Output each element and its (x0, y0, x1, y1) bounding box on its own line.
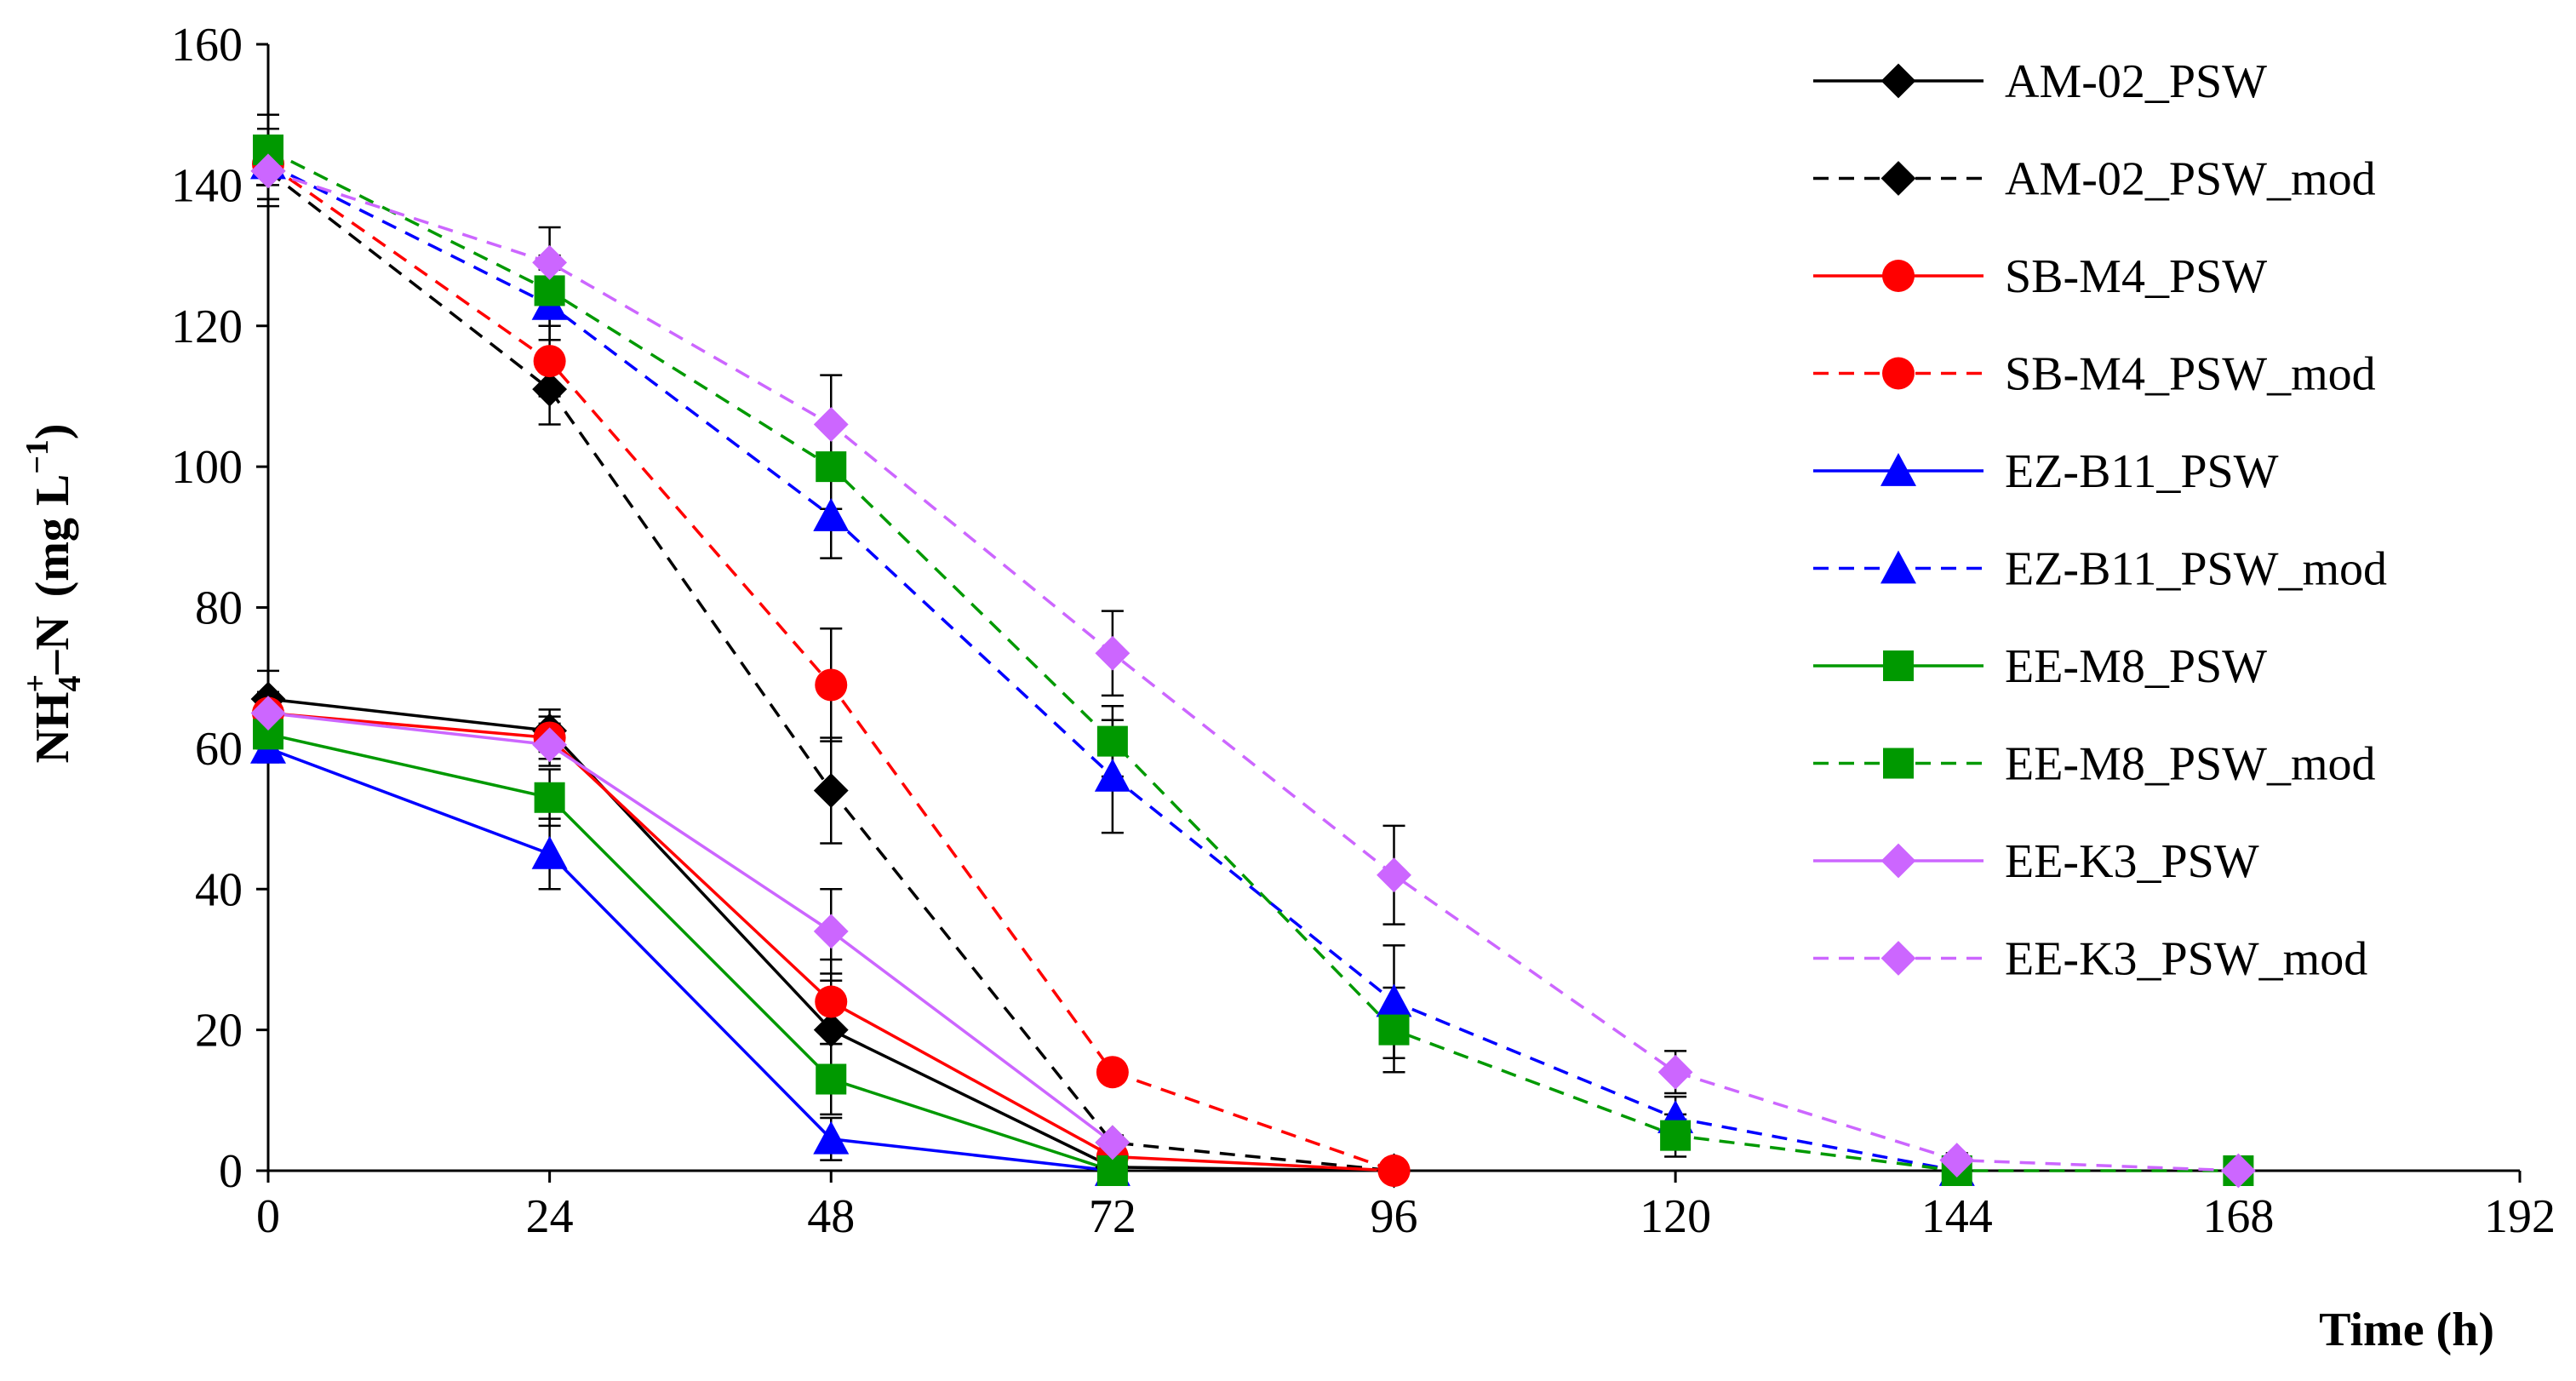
ee-m8-psw-point (534, 782, 565, 813)
legend-label: EE-M8_PSW (2005, 640, 2267, 693)
ee-k3-psw-mod-point (532, 244, 568, 280)
legend-marker (1880, 550, 1916, 584)
legend-marker (1880, 453, 1916, 486)
ee-k3-psw-mod-point (250, 153, 286, 189)
ez-b11-psw-line (267, 747, 1113, 1172)
legend-item-ee-m8-psw-mod: EE-M8_PSW_mod (1813, 738, 2376, 791)
ee-k3-psw-mod-point (1377, 857, 1411, 893)
y-tick-label: 20 (195, 1005, 243, 1057)
y-title-sup: + (18, 674, 54, 693)
x-tick-label: 24 (526, 1190, 574, 1243)
am-02-psw-mod-point (813, 773, 849, 808)
legend-label: AM-02_PSW_mod (2005, 153, 2376, 206)
legend-marker (1882, 260, 1915, 292)
y-tick-label: 0 (219, 1145, 243, 1198)
x-tick-label: 72 (1089, 1190, 1136, 1243)
ee-m8-psw-mod-point (816, 451, 847, 483)
am-02-psw-point (813, 1012, 849, 1048)
tick-labels-layer: 0 20 40 60 80 100 120 140 160 0 24 48 72 96 120 144 168 1… (171, 19, 2556, 1243)
y-axis-title: NH4+–N (mg L−1) (18, 423, 88, 763)
ee-k3-psw-point (250, 696, 286, 731)
ez-b11-psw-point (813, 1120, 850, 1155)
markers-layer (250, 135, 2256, 1189)
legend-item-am-02-psw-mod: AM-02_PSW_mod (1813, 153, 2376, 206)
ee-k3-psw-point (813, 914, 849, 949)
ee-k3-psw-mod-point (1939, 1143, 1975, 1178)
y-title-unit-close: ) (26, 423, 79, 439)
x-tick-label: 48 (807, 1190, 855, 1243)
y-tick-label: 60 (195, 723, 243, 776)
x-tick-label: 0 (256, 1190, 280, 1243)
y-tick-label: 40 (195, 863, 243, 916)
legend-label: SB-M4_PSW (2005, 250, 2267, 303)
y-title-sub: 4 (52, 676, 88, 692)
legend-marker (1883, 650, 1914, 681)
ee-k3-psw-mod-point (813, 407, 849, 442)
legend-item-sb-m4-psw-mod: SB-M4_PSW_mod (1813, 348, 2376, 401)
x-tick-label: 144 (1921, 1190, 1993, 1243)
y-title-rest: –N (26, 616, 79, 674)
legend: AM-02_PSW AM-02_PSW_mod SB-M4_PSW SB-M4_PSW… (1813, 55, 2387, 986)
legend-label: EE-K3_PSW_mod (2005, 933, 2367, 986)
am-02-psw-mod-point (532, 371, 568, 407)
y-title-unit-sup: −1 (20, 439, 55, 474)
y-tick-label: 120 (171, 301, 243, 353)
legend-label: EZ-B11_PSW_mod (2005, 543, 2387, 596)
ee-m8-psw-mod-point (1660, 1120, 1692, 1151)
x-axis-title: Time (h) (2319, 1304, 2494, 1356)
ez-b11-psw-point (531, 835, 568, 869)
x-tick-label: 120 (1640, 1190, 1711, 1243)
ee-m8-psw-mod-point (1378, 1014, 1410, 1046)
legend-item-am-02-psw: AM-02_PSW (1813, 55, 2267, 108)
sb-m4-psw-mod-point (1096, 1056, 1129, 1089)
sb-m4-psw-mod-point (533, 345, 566, 378)
sb-m4-psw-point (815, 985, 848, 1018)
legend-item-ez-b11-psw-mod: EZ-B11_PSW_mod (1813, 543, 2387, 596)
legend-item-ee-k3-psw-mod: EE-K3_PSW_mod (1813, 933, 2367, 986)
ee-k3-psw-line (267, 711, 1113, 1144)
y-title-unit: (mg L (26, 474, 79, 598)
ee-k3-psw-mod-point (2220, 1153, 2256, 1189)
y-tick-label: 100 (171, 441, 243, 494)
ee-m8-psw-mod-point (534, 275, 565, 307)
ez-b11-psw-mod-point (813, 498, 850, 531)
legend-item-ee-m8-psw: EE-M8_PSW (1813, 640, 2267, 693)
y-tick-label: 160 (171, 19, 243, 72)
y-tick-label: 80 (195, 582, 243, 635)
ee-m8-psw-line (267, 732, 1113, 1172)
ee-k3-psw-point (1095, 1125, 1131, 1160)
ez-b11-psw-mod-point (1094, 758, 1131, 792)
ee-k3-psw-mod-point (1095, 635, 1131, 671)
ee-m8-psw-point (1096, 1155, 1128, 1186)
legend-label: EE-K3_PSW (2005, 835, 2259, 888)
legend-item-ez-b11-psw: EZ-B11_PSW (1813, 445, 2279, 498)
sb-m4-psw-mod-point (1377, 1155, 1411, 1187)
sb-m4-psw-mod-point (815, 668, 848, 702)
y-tick-label: 140 (171, 159, 243, 212)
legend-item-sb-m4-psw: SB-M4_PSW (1813, 250, 2267, 303)
x-tick-label: 96 (1371, 1190, 1418, 1243)
legend-marker (1880, 941, 1916, 976)
legend-label: EZ-B11_PSW (2005, 445, 2279, 498)
legend-label: EE-M8_PSW_mod (2005, 738, 2376, 791)
ez-b11-psw-mod-point (1376, 983, 1412, 1017)
legend-marker (1880, 843, 1916, 879)
ee-k3-psw-mod-line (267, 169, 2239, 1172)
legend-label: SB-M4_PSW_mod (2005, 348, 2376, 401)
ee-m8-psw-mod-line (267, 148, 2239, 1172)
legend-item-ee-k3-psw: EE-K3_PSW (1813, 835, 2259, 888)
ee-m8-psw-point (816, 1063, 847, 1095)
legend-marker (1882, 357, 1915, 390)
ee-k3-psw-point (532, 727, 568, 763)
ee-m8-psw-mod-point (1096, 725, 1128, 757)
y-title-nh: NH (26, 692, 79, 764)
legend-marker (1880, 63, 1916, 99)
x-tick-label: 168 (2202, 1190, 2274, 1243)
legend-marker (1880, 161, 1916, 196)
x-tick-label: 192 (2484, 1190, 2556, 1243)
ee-k3-psw-mod-point (1657, 1054, 1693, 1090)
legend-marker (1883, 748, 1914, 779)
legend-label: AM-02_PSW (2005, 55, 2267, 108)
